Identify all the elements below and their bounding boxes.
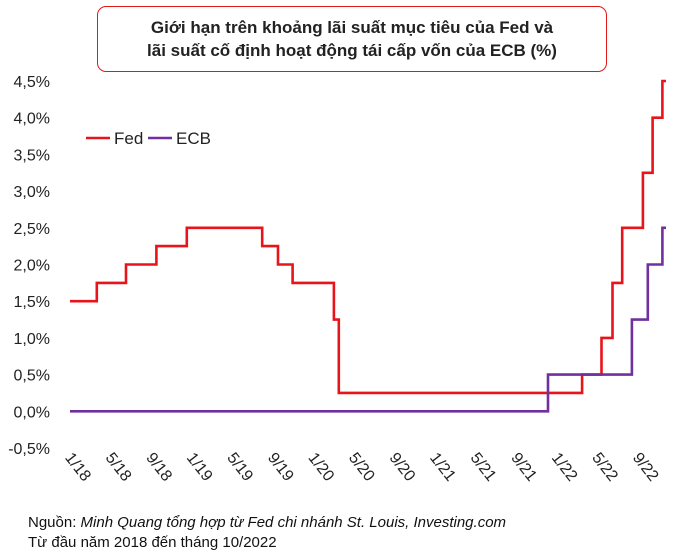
x-tick-label: 9/18 — [142, 450, 175, 485]
x-tick-label: 9/22 — [629, 450, 662, 485]
step-line-chart: -0,5% 0,0% 0,5% 1,0% 1,5% 2,0% 2,5% 3,0% 3,5% 4,0… — [8, 74, 666, 485]
x-tick-label: 5/21 — [467, 450, 500, 485]
y-tick-label: 3,5% — [14, 147, 50, 164]
legend-label-ecb: ECB — [176, 129, 211, 148]
y-tick-label: 1,5% — [14, 294, 50, 311]
y-tick-label: 2,0% — [14, 258, 50, 275]
y-tick-label: 4,0% — [14, 111, 50, 128]
chart-title-line-2: lãi suất cố định hoạt động tái cấp vốn c… — [147, 41, 557, 60]
y-tick-label: 0,5% — [14, 368, 50, 385]
x-tick-label: 9/19 — [264, 450, 297, 485]
source-period: Từ đầu năm 2018 đến tháng 10/2022 — [28, 534, 277, 551]
chart-title-line-1: Giới hạn trên khoảng lãi suất mục tiêu c… — [150, 18, 554, 37]
x-tick-label: 5/22 — [588, 450, 621, 485]
x-tick-label: 1/22 — [548, 450, 581, 485]
y-tick-label: 1,0% — [14, 331, 50, 348]
x-tick-label: 9/21 — [507, 450, 540, 485]
y-tick-label: 4,5% — [14, 74, 50, 91]
source-label: Nguồn: — [28, 514, 77, 531]
x-tick-label: 9/20 — [386, 450, 419, 485]
chart-title-box: Giới hạn trên khoảng lãi suất mục tiêu c… — [97, 6, 607, 72]
x-tick-label: 1/19 — [183, 450, 216, 485]
source-note: Nguồn: Minh Quang tổng hợp từ Fed chi nh… — [28, 513, 506, 553]
series-line-fed — [70, 79, 666, 395]
x-tick-label: 5/18 — [102, 450, 135, 485]
x-tick-label: 5/20 — [345, 450, 378, 485]
x-tick-label: 1/18 — [61, 450, 94, 485]
x-tick-label: 1/21 — [426, 450, 459, 485]
y-tick-label: 2,5% — [14, 221, 50, 238]
x-tick-label: 5/19 — [223, 450, 256, 485]
legend-label-fed: Fed — [114, 129, 143, 148]
series-line-ecb — [70, 226, 666, 413]
source-text: Minh Quang tổng hợp từ Fed chi nhánh St.… — [80, 514, 507, 531]
y-tick-label: 0,0% — [14, 404, 50, 421]
y-tick-label: -0,5% — [8, 441, 50, 458]
x-tick-label: 1/20 — [305, 450, 338, 485]
y-tick-label: 3,0% — [14, 184, 50, 201]
